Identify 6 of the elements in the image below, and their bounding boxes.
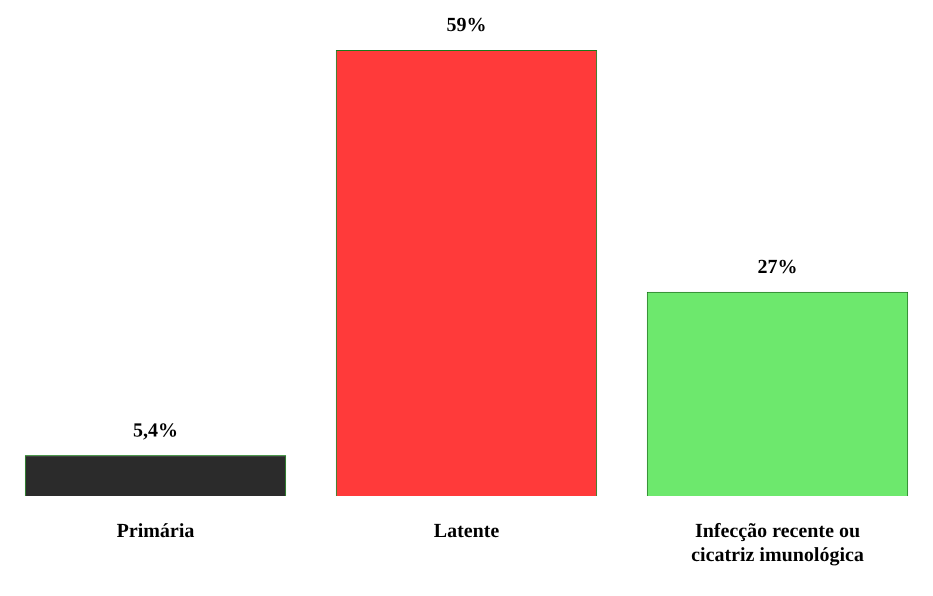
x-tick-label: Infecção recente ou cicatriz imunológica (691, 520, 864, 566)
x-tick-label: Primária (116, 520, 194, 542)
data-label: 5,4% (133, 419, 178, 442)
data-label: 27% (758, 256, 798, 278)
data-label: 59% (446, 14, 486, 36)
x-tick-label: Latente (434, 520, 500, 542)
